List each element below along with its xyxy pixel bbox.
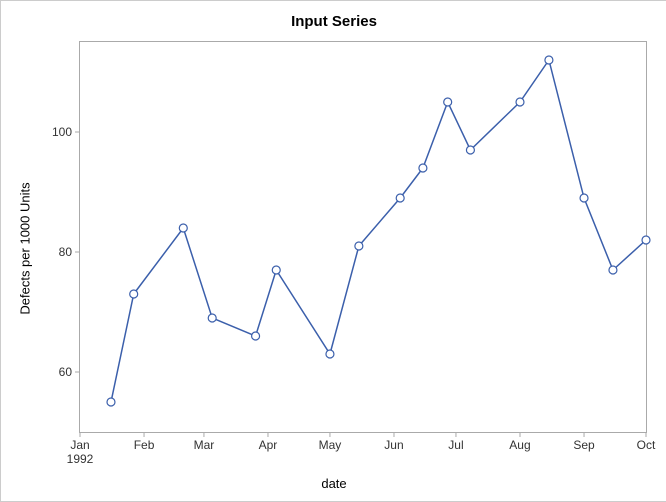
data-point-marker <box>516 98 524 106</box>
x-tick-label: Feb <box>134 438 155 452</box>
data-point-marker <box>130 290 138 298</box>
x-tick-label: Oct <box>637 438 656 452</box>
data-point-marker <box>326 350 334 358</box>
data-point-marker <box>355 242 363 250</box>
data-point-marker <box>580 194 588 202</box>
x-tick-label: Mar <box>194 438 215 452</box>
line-chart-svg <box>80 42 646 432</box>
chart-container: Input Series Defects per 1000 Units date… <box>0 0 666 502</box>
data-point-marker <box>609 266 617 274</box>
data-point-marker <box>272 266 280 274</box>
data-point-marker <box>107 398 115 406</box>
x-tick-label: Sep <box>573 438 594 452</box>
data-point-marker <box>252 332 260 340</box>
x-tick-label: Apr <box>259 438 278 452</box>
data-point-marker <box>179 224 187 232</box>
x-tick-label: Aug <box>509 438 530 452</box>
data-point-marker <box>642 236 650 244</box>
data-point-marker <box>396 194 404 202</box>
x-tick-label: Jan1992 <box>67 438 94 466</box>
y-axis-label: Defects per 1000 Units <box>18 169 33 329</box>
x-tick-label: Jun <box>384 438 403 452</box>
data-point-marker <box>208 314 216 322</box>
y-tick-label: 80 <box>59 245 72 259</box>
x-tick-label: May <box>319 438 342 452</box>
chart-title: Input Series <box>1 1 666 30</box>
y-tick-label: 60 <box>59 365 72 379</box>
data-point-marker <box>444 98 452 106</box>
data-point-marker <box>545 56 553 64</box>
x-tick-label: Jul <box>448 438 463 452</box>
y-tick-label: 100 <box>52 125 72 139</box>
x-axis-label: date <box>321 476 346 491</box>
plot-area: 6080100Jan1992FebMarAprMayJunJulAugSepOc… <box>79 41 647 433</box>
series-line <box>111 60 646 402</box>
data-point-marker <box>419 164 427 172</box>
data-point-marker <box>466 146 474 154</box>
